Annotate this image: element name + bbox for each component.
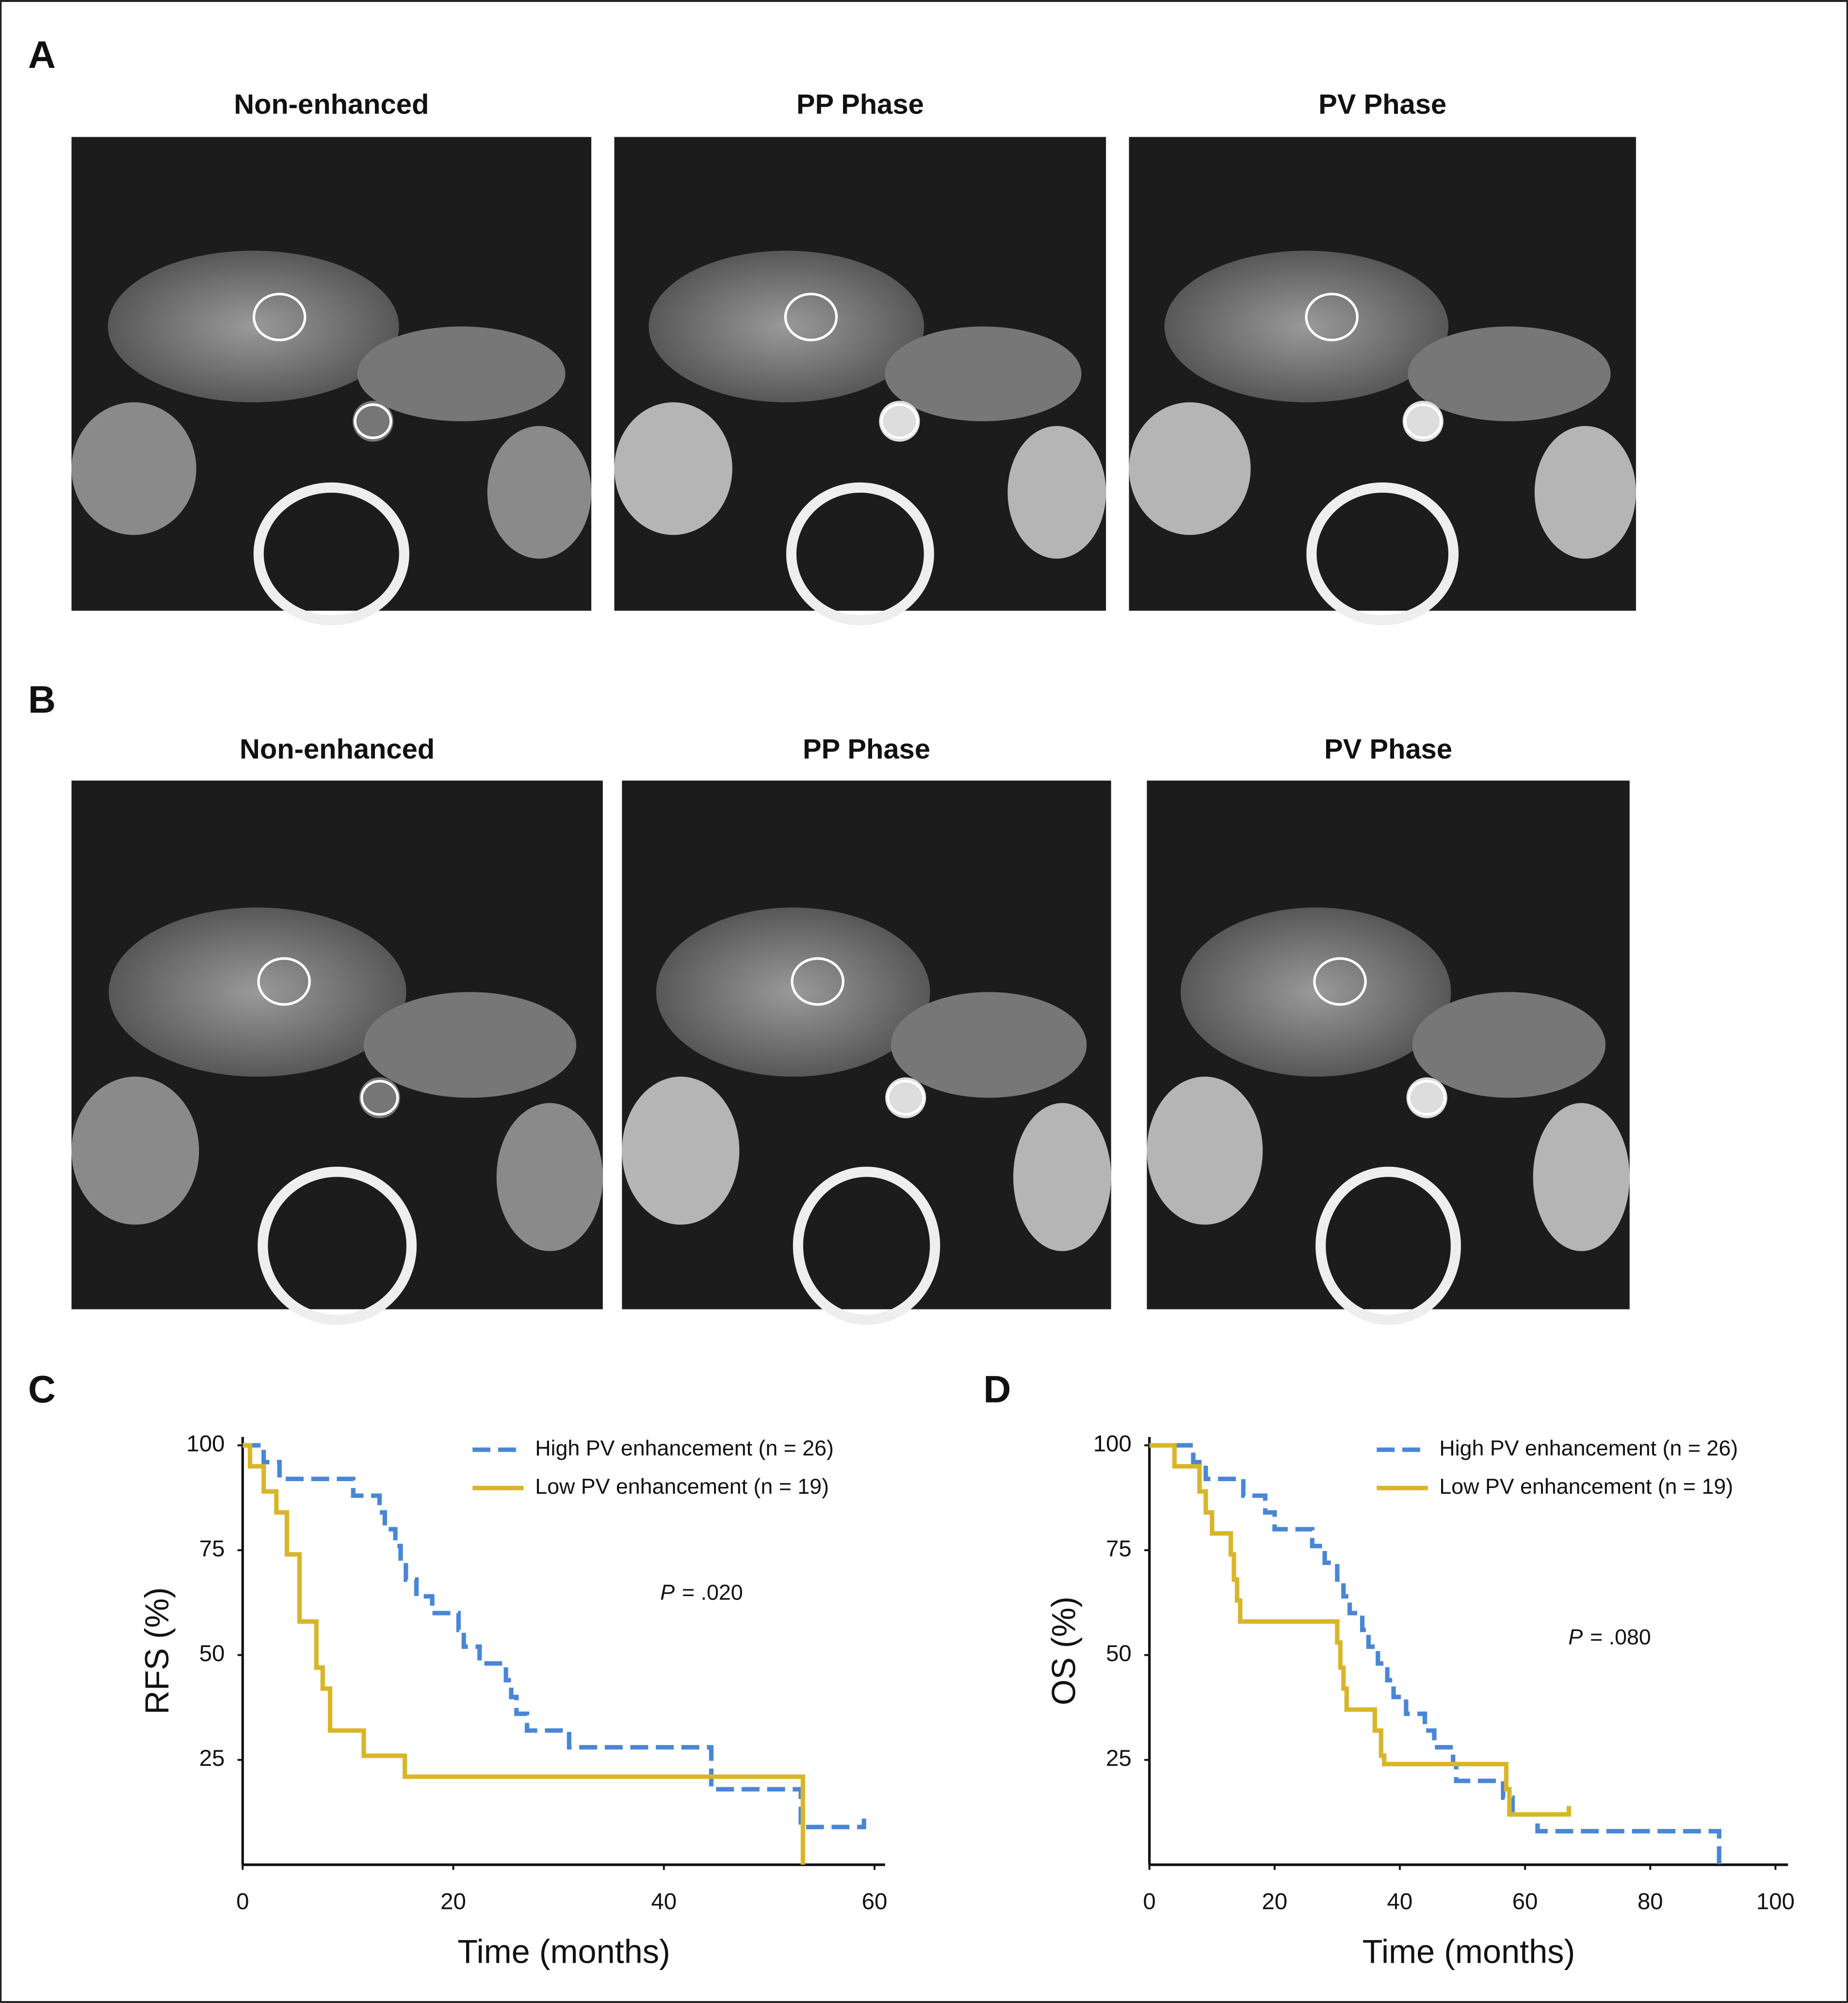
aorta xyxy=(885,1077,926,1118)
x-tick-label: 0 xyxy=(236,1889,249,1914)
organ xyxy=(109,907,406,1077)
roi xyxy=(1313,957,1367,1006)
image-title: PV Phase xyxy=(1318,89,1446,120)
organ xyxy=(614,402,732,535)
organ xyxy=(891,992,1087,1098)
aorta xyxy=(1406,1077,1447,1118)
image-title: Non-enhanced xyxy=(240,734,435,765)
y-axis-title: OS (%) xyxy=(1045,1597,1083,1705)
chart: C 25 50 75 100 0 20 40 60 Time (months) RFS (%) Hig… xyxy=(28,1368,887,1971)
organ xyxy=(1147,1076,1263,1225)
organ xyxy=(71,1076,199,1225)
y-tick-label: 75 xyxy=(199,1536,225,1562)
panel-label: C xyxy=(28,1368,56,1411)
km-curve xyxy=(1149,1443,1572,1817)
spine xyxy=(253,482,409,626)
roi xyxy=(354,403,392,439)
legend-label: High PV enhancement (n = 26) xyxy=(535,1436,834,1460)
organ xyxy=(1164,250,1449,403)
p-value: = .080 xyxy=(1590,1625,1651,1649)
organ xyxy=(1412,992,1605,1098)
roi xyxy=(1305,292,1359,341)
aorta xyxy=(359,1077,400,1118)
roi xyxy=(257,957,311,1006)
roi xyxy=(360,1080,399,1116)
roi xyxy=(886,1080,925,1116)
organ xyxy=(496,1103,603,1251)
km-curve xyxy=(243,1443,866,1829)
p-symbol: P xyxy=(1568,1625,1583,1649)
spine xyxy=(786,482,934,626)
organ xyxy=(1013,1103,1111,1251)
organ xyxy=(1129,402,1251,535)
organ xyxy=(363,992,577,1098)
legend-label: Low PV enhancement (n = 19) xyxy=(535,1474,829,1499)
roi xyxy=(1408,1080,1446,1116)
organ xyxy=(1534,426,1636,559)
km-curve xyxy=(243,1443,805,1865)
y-tick-label: 25 xyxy=(1106,1745,1132,1771)
image-title: PV Phase xyxy=(1324,734,1452,765)
x-tick-label: 40 xyxy=(1387,1889,1413,1914)
organ xyxy=(1408,326,1611,421)
organ xyxy=(885,326,1082,421)
aorta xyxy=(1402,401,1444,442)
p-value: = .020 xyxy=(682,1581,743,1605)
spine xyxy=(1315,1166,1461,1325)
x-tick-label: 60 xyxy=(862,1889,888,1914)
y-tick-label: 50 xyxy=(199,1641,225,1666)
spine xyxy=(258,1166,417,1325)
km-curve xyxy=(1149,1443,1721,1865)
aorta xyxy=(879,401,920,442)
legend-label: High PV enhancement (n = 26) xyxy=(1439,1436,1738,1460)
chart: D 25 50 75 100 0 20 40 60 80 100 Time (months) OS (%… xyxy=(983,1368,1795,1971)
image-title: Non-enhanced xyxy=(234,89,429,120)
x-tick-label: 20 xyxy=(440,1889,466,1914)
organ xyxy=(656,907,930,1077)
x-tick-label: 80 xyxy=(1637,1889,1663,1914)
legend-label: Low PV enhancement (n = 19) xyxy=(1439,1474,1733,1499)
image-panels: A Non-enhanced PP Phase PV Phase B Non-enhanc… xyxy=(28,33,1636,1325)
y-axis-title: RFS (%) xyxy=(138,1587,176,1714)
organ xyxy=(108,250,399,403)
organ xyxy=(622,1076,740,1225)
x-tick-label: 100 xyxy=(1756,1889,1795,1914)
panel-label: B xyxy=(28,678,56,721)
organ xyxy=(487,426,592,559)
roi xyxy=(1404,403,1443,439)
organ xyxy=(357,326,566,421)
x-tick-label: 40 xyxy=(651,1889,677,1914)
x-tick-label: 60 xyxy=(1512,1889,1538,1914)
roi xyxy=(880,403,919,439)
x-tick-label: 0 xyxy=(1143,1889,1156,1914)
image-title: PP Phase xyxy=(803,734,930,765)
organ xyxy=(1533,1103,1630,1251)
spine xyxy=(1306,482,1459,626)
image-title: PP Phase xyxy=(796,89,924,120)
roi xyxy=(252,292,307,341)
roi xyxy=(791,957,844,1006)
spine xyxy=(793,1166,940,1325)
aorta xyxy=(352,401,394,442)
panel-label: A xyxy=(28,33,56,76)
y-tick-label: 25 xyxy=(199,1745,225,1771)
panel-label: D xyxy=(983,1368,1011,1411)
x-axis-title: Time (months) xyxy=(457,1933,670,1970)
organ xyxy=(1007,426,1106,559)
y-tick-label: 75 xyxy=(1106,1536,1132,1562)
y-tick-label: 100 xyxy=(1093,1431,1132,1457)
roi xyxy=(784,292,838,341)
x-tick-label: 20 xyxy=(1262,1889,1288,1914)
y-tick-label: 50 xyxy=(1106,1641,1132,1666)
p-symbol: P xyxy=(660,1581,675,1605)
organ xyxy=(71,402,196,535)
y-tick-label: 100 xyxy=(186,1431,225,1457)
x-axis-title: Time (months) xyxy=(1362,1933,1575,1970)
